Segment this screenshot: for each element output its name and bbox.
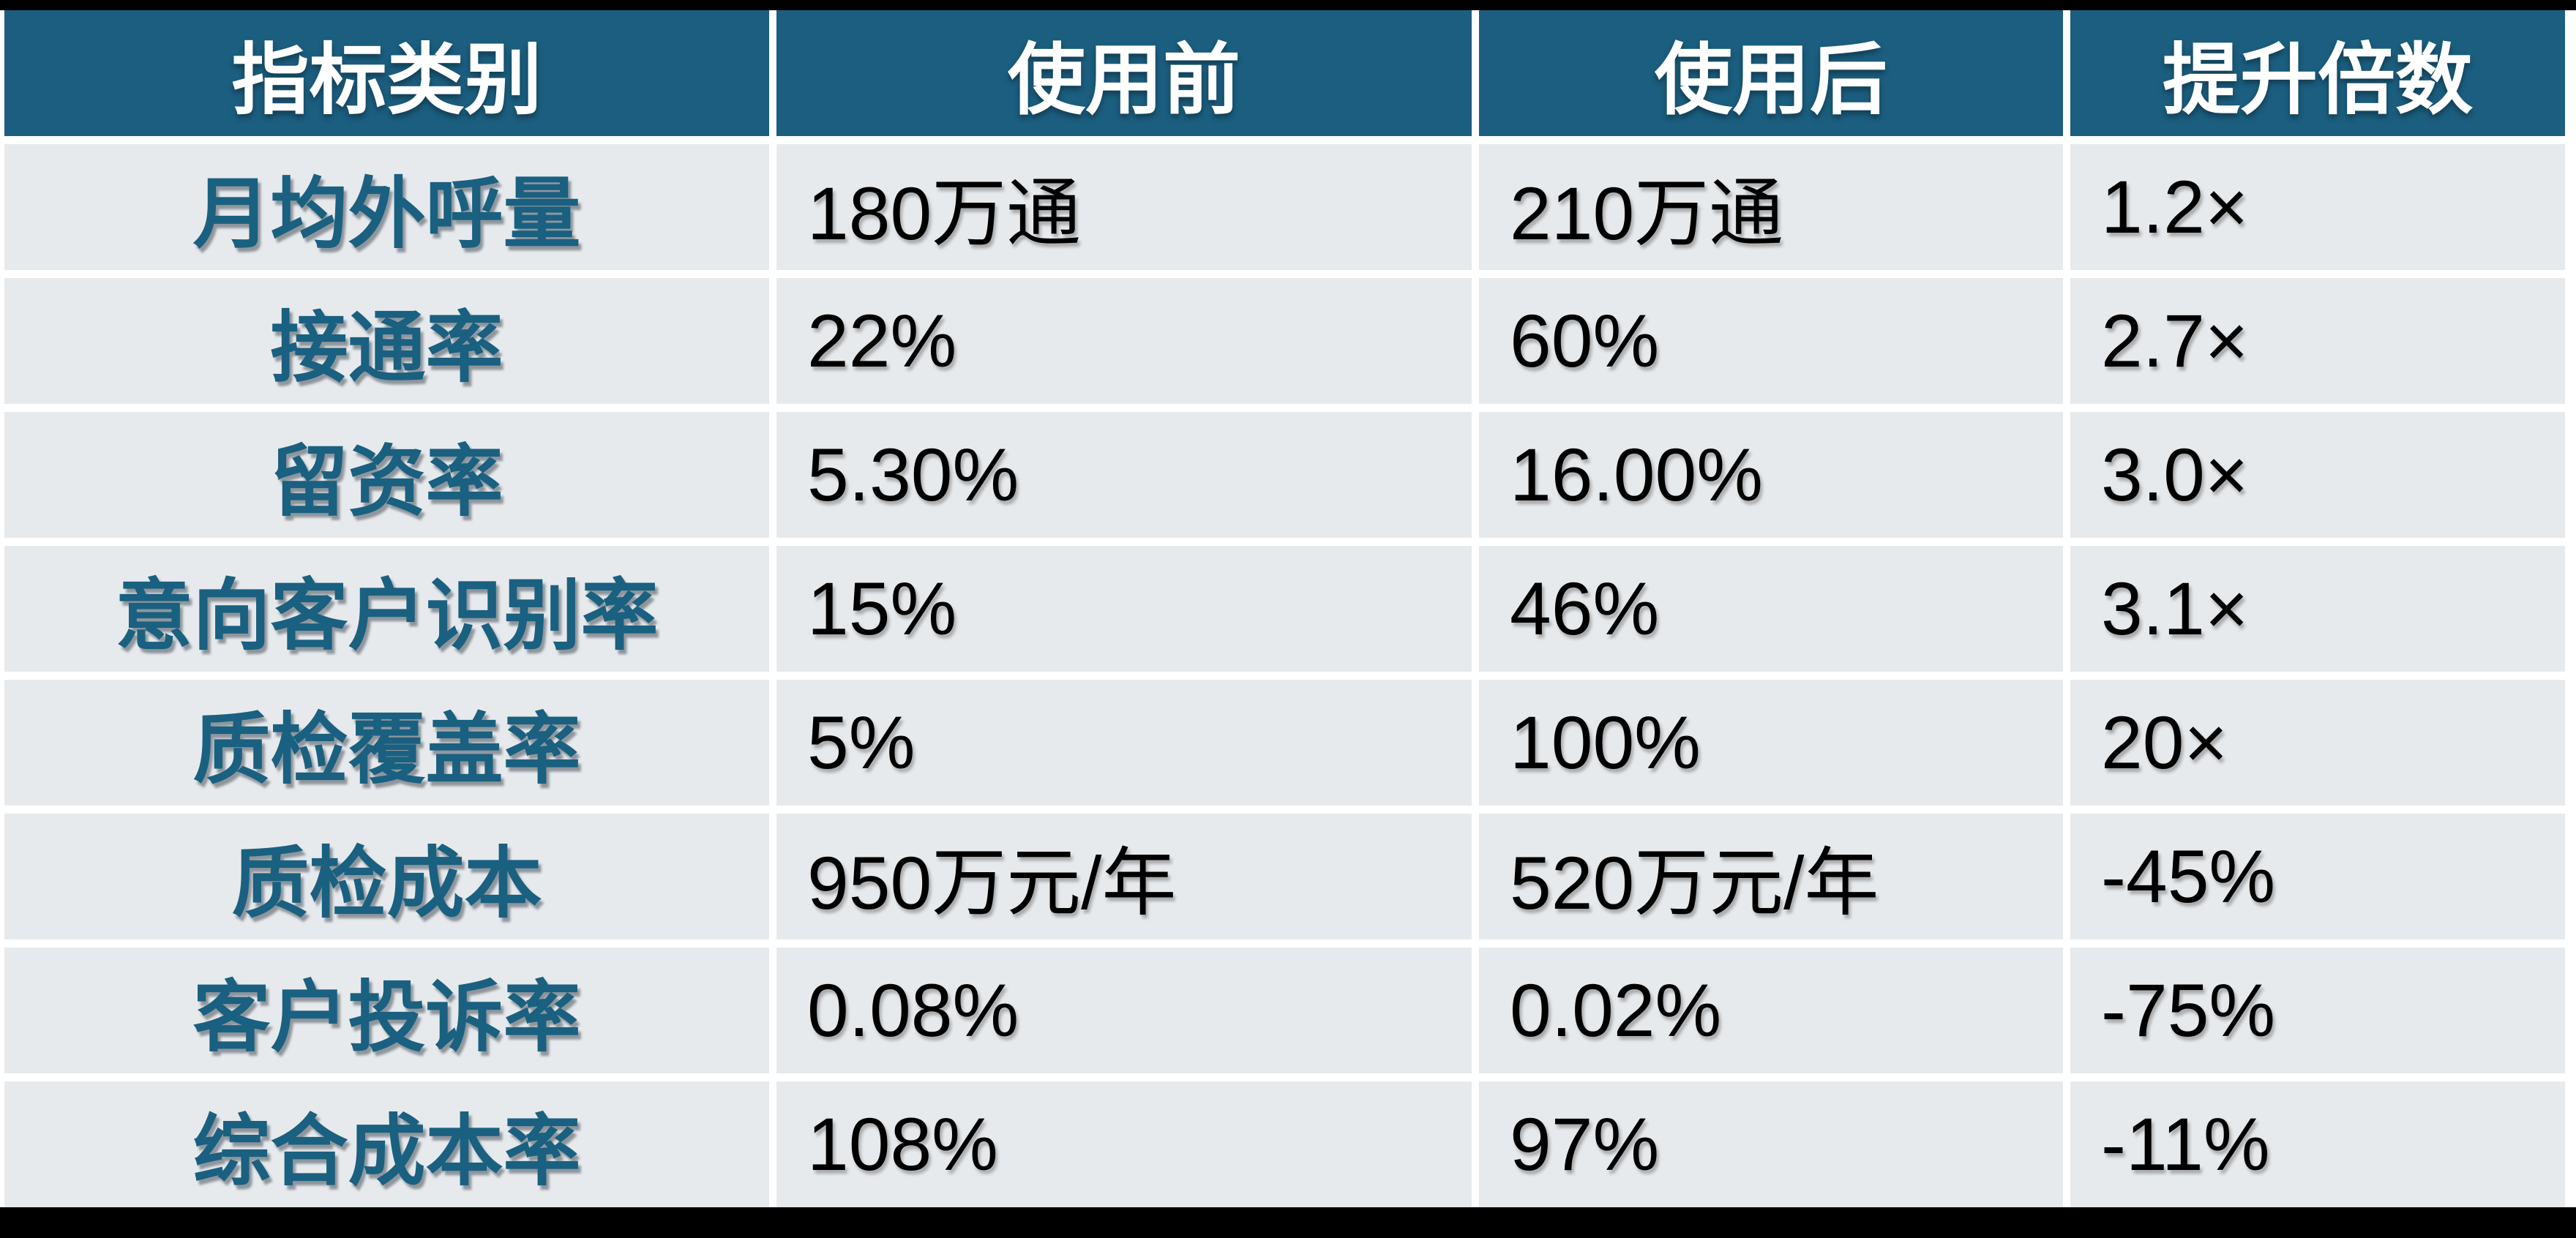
header-cell-before: 使用前 [776,10,1472,136]
multiplier-cell: 3.0× [2070,412,2565,538]
after-cell: 16.00% [1479,412,2063,538]
category-cell: 客户投诉率 [4,948,769,1073]
header-cell-multiplier: 提升倍数 [2070,10,2565,136]
after-cell: 0.02% [1479,948,2063,1073]
multiplier-cell: 1.2× [2070,144,2565,270]
comparison-table: 指标类别 使用前 使用后 提升倍数 月均外呼量 180万通 210万通 1.2×… [0,10,2576,1207]
multiplier-cell: -75% [2070,948,2565,1073]
before-cell: 22% [776,278,1472,404]
before-cell: 108% [776,1081,1472,1207]
multiplier-cell: 20× [2070,680,2565,806]
category-cell: 意向客户识别率 [4,546,769,672]
category-cell: 接通率 [4,278,769,404]
before-cell: 950万元/年 [776,814,1472,939]
multiplier-cell: 3.1× [2070,546,2565,672]
before-cell: 0.08% [776,948,1472,1073]
before-cell: 180万通 [776,144,1472,270]
category-cell: 质检成本 [4,814,769,939]
before-cell: 15% [776,546,1472,672]
after-cell: 60% [1479,278,2063,404]
after-cell: 100% [1479,680,2063,806]
header-cell-after: 使用后 [1479,10,2063,136]
before-cell: 5.30% [776,412,1472,538]
after-cell: 520万元/年 [1479,814,2063,939]
category-cell: 质检覆盖率 [4,680,769,806]
multiplier-cell: -11% [2070,1081,2565,1207]
before-cell: 5% [776,680,1472,806]
after-cell: 97% [1479,1081,2063,1207]
category-cell: 月均外呼量 [4,144,769,270]
category-cell: 综合成本率 [4,1081,769,1207]
after-cell: 210万通 [1479,144,2063,270]
header-cell-category: 指标类别 [4,10,769,136]
category-cell: 留资率 [4,412,769,538]
multiplier-cell: 2.7× [2070,278,2565,404]
multiplier-cell: -45% [2070,814,2565,939]
after-cell: 46% [1479,546,2063,672]
